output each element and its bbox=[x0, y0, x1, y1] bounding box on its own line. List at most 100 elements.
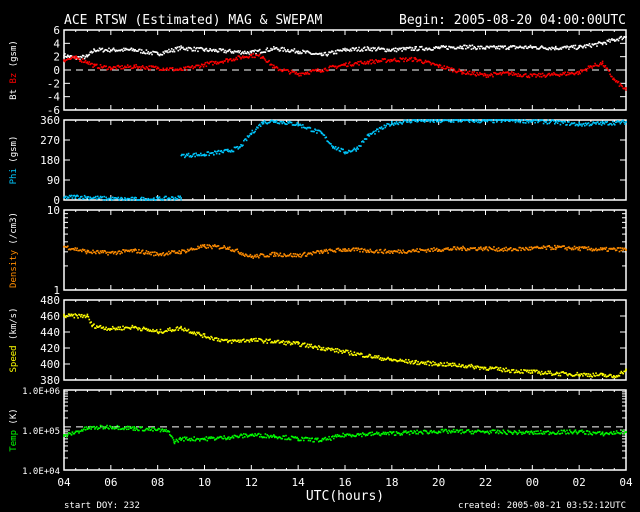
data-point bbox=[589, 45, 592, 47]
data-point bbox=[509, 430, 511, 433]
data-point bbox=[321, 54, 324, 57]
data-point bbox=[519, 431, 521, 434]
data-point bbox=[316, 132, 318, 134]
data-point bbox=[264, 59, 267, 61]
data-point bbox=[273, 253, 276, 256]
data-point bbox=[270, 341, 272, 344]
data-point bbox=[459, 429, 462, 431]
data-point bbox=[276, 253, 279, 255]
data-point bbox=[429, 61, 432, 64]
data-point bbox=[327, 347, 329, 349]
data-point bbox=[397, 249, 400, 251]
data-point bbox=[573, 245, 576, 248]
data-point bbox=[550, 248, 552, 251]
data-point bbox=[610, 248, 612, 250]
data-point bbox=[495, 366, 498, 369]
data-point bbox=[477, 248, 479, 251]
data-point bbox=[162, 331, 165, 334]
data-point bbox=[288, 341, 291, 344]
data-point bbox=[140, 197, 142, 200]
data-point bbox=[208, 436, 210, 439]
data-point bbox=[516, 119, 519, 121]
data-point bbox=[462, 431, 464, 433]
data-point bbox=[625, 89, 627, 91]
data-point bbox=[290, 255, 293, 257]
data-point bbox=[82, 197, 85, 200]
data-point bbox=[612, 39, 614, 41]
data-point bbox=[554, 248, 557, 251]
data-point bbox=[519, 121, 521, 124]
data-point bbox=[116, 424, 119, 427]
data-point bbox=[401, 50, 403, 52]
data-point bbox=[509, 247, 512, 249]
data-point bbox=[95, 252, 97, 255]
data-point bbox=[149, 198, 151, 201]
data-point bbox=[170, 48, 173, 50]
data-point bbox=[341, 63, 343, 66]
data-point bbox=[356, 249, 358, 252]
data-point bbox=[137, 328, 139, 331]
data-point bbox=[143, 253, 146, 255]
data-point bbox=[97, 326, 100, 328]
data-point bbox=[402, 57, 404, 60]
data-point bbox=[349, 350, 352, 353]
data-point bbox=[243, 52, 245, 55]
data-point bbox=[120, 196, 122, 199]
data-point bbox=[80, 195, 83, 198]
data-point bbox=[481, 47, 484, 50]
data-point bbox=[258, 436, 261, 438]
data-point bbox=[388, 59, 390, 61]
data-point bbox=[595, 123, 597, 125]
y-tick-label: 6 bbox=[53, 24, 60, 37]
data-point bbox=[580, 45, 582, 47]
data-point bbox=[623, 432, 625, 435]
data-point bbox=[262, 55, 264, 58]
data-point bbox=[294, 342, 297, 345]
data-point bbox=[214, 48, 217, 51]
data-point bbox=[95, 50, 98, 52]
data-point bbox=[547, 430, 550, 432]
data-point bbox=[553, 248, 555, 250]
data-point bbox=[299, 123, 301, 126]
data-point bbox=[180, 47, 182, 49]
data-point bbox=[539, 373, 542, 376]
data-point bbox=[438, 47, 441, 50]
data-point bbox=[89, 51, 92, 54]
data-point bbox=[93, 251, 95, 254]
data-point bbox=[594, 431, 596, 434]
data-point bbox=[194, 155, 196, 158]
data-point bbox=[211, 247, 213, 250]
data-point bbox=[339, 248, 342, 251]
data-point bbox=[491, 45, 493, 48]
data-point bbox=[381, 47, 384, 50]
data-point bbox=[601, 432, 604, 435]
data-point bbox=[434, 119, 436, 121]
data-point bbox=[624, 248, 626, 250]
data-point bbox=[410, 56, 413, 59]
data-point bbox=[416, 248, 418, 250]
data-point bbox=[174, 196, 177, 199]
data-point bbox=[363, 46, 366, 49]
data-point bbox=[310, 437, 313, 440]
data-point bbox=[446, 48, 448, 50]
data-point bbox=[602, 122, 605, 124]
data-point bbox=[307, 126, 310, 129]
data-point bbox=[309, 252, 312, 254]
data-point bbox=[203, 437, 206, 440]
data-point bbox=[572, 122, 575, 125]
data-point bbox=[332, 64, 334, 67]
data-point bbox=[376, 433, 379, 435]
data-point bbox=[258, 338, 261, 340]
data-point bbox=[228, 339, 231, 342]
data-point bbox=[202, 245, 205, 247]
data-point bbox=[428, 432, 431, 434]
data-point bbox=[416, 49, 418, 52]
data-point bbox=[411, 60, 414, 63]
data-point bbox=[619, 83, 622, 85]
data-point bbox=[170, 330, 173, 333]
data-point bbox=[187, 439, 190, 441]
data-point bbox=[435, 63, 438, 66]
data-point bbox=[424, 47, 427, 50]
data-point bbox=[234, 339, 237, 342]
data-point bbox=[469, 45, 472, 47]
